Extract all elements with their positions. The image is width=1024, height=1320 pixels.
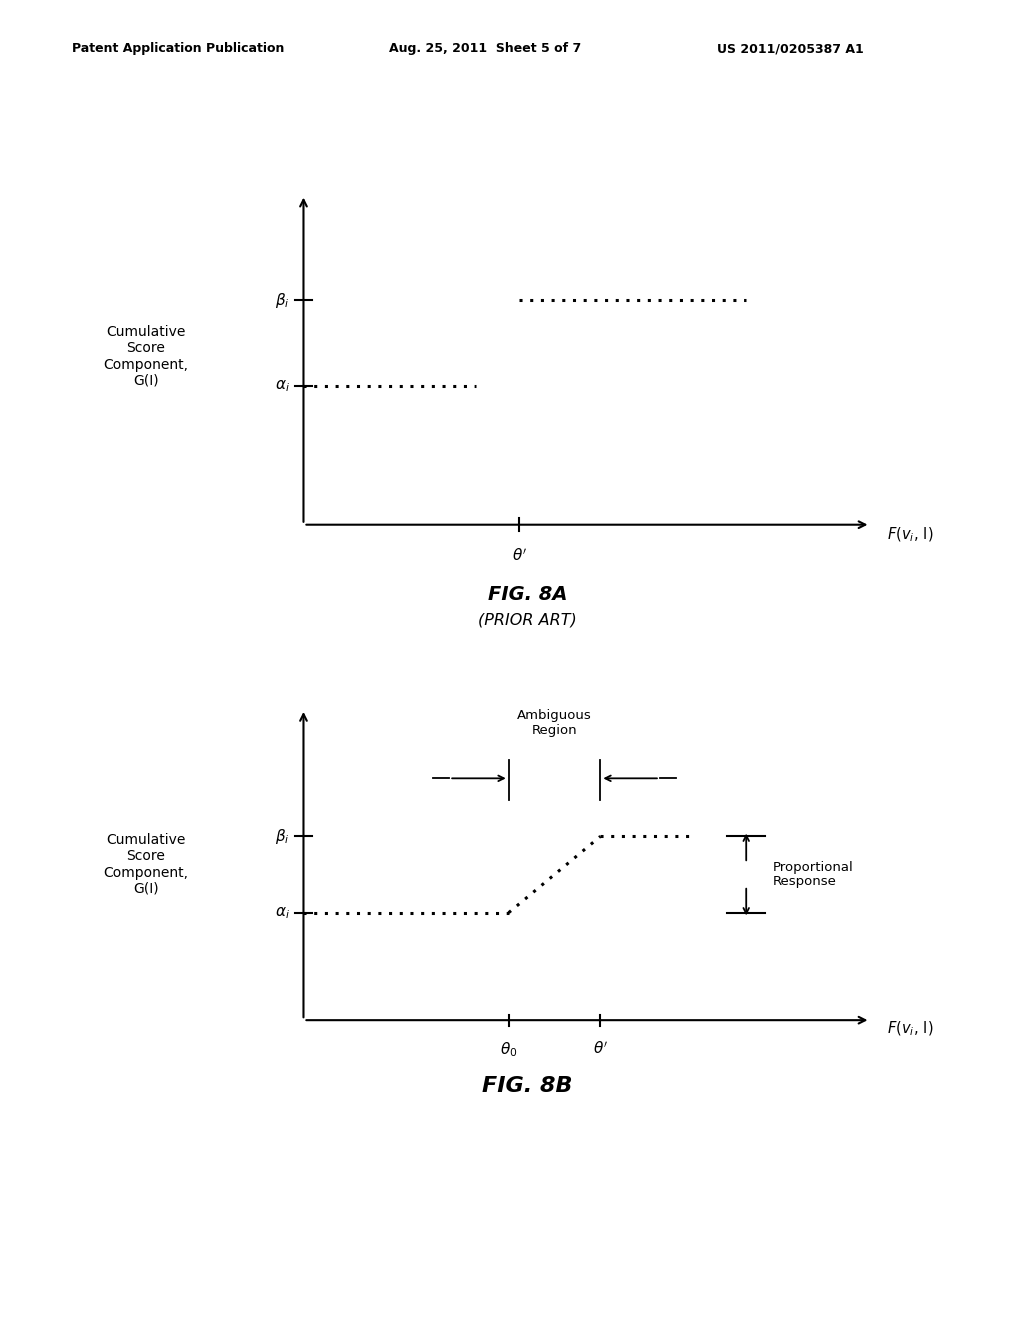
Text: $\alpha_i$: $\alpha_i$ [275, 379, 290, 393]
Text: $\theta'$: $\theta'$ [593, 1040, 608, 1056]
Text: Patent Application Publication: Patent Application Publication [72, 42, 284, 55]
Text: FIG. 8A: FIG. 8A [487, 585, 567, 603]
Text: $F(v_i, \, \mathrm{I})$: $F(v_i, \, \mathrm{I})$ [887, 1019, 933, 1038]
Text: Proportional
Response: Proportional Response [773, 861, 854, 888]
Text: Aug. 25, 2011  Sheet 5 of 7: Aug. 25, 2011 Sheet 5 of 7 [389, 42, 582, 55]
Text: $\beta_i$: $\beta_i$ [275, 826, 290, 846]
Text: $F(v_i, \, \mathrm{I})$: $F(v_i, \, \mathrm{I})$ [887, 525, 933, 544]
Text: $\theta_0$: $\theta_0$ [500, 1040, 517, 1059]
Text: Cumulative
Score
Component,
G(I): Cumulative Score Component, G(I) [103, 325, 188, 388]
Text: (PRIOR ART): (PRIOR ART) [478, 612, 577, 627]
Text: $\theta'$: $\theta'$ [512, 548, 527, 565]
Text: FIG. 8B: FIG. 8B [482, 1076, 572, 1096]
Text: $\beta_i$: $\beta_i$ [275, 290, 290, 310]
Text: Cumulative
Score
Component,
G(I): Cumulative Score Component, G(I) [103, 833, 188, 896]
Text: $\alpha_i$: $\alpha_i$ [275, 904, 290, 920]
Text: US 2011/0205387 A1: US 2011/0205387 A1 [717, 42, 863, 55]
Text: Ambiguous
Region: Ambiguous Region [517, 709, 592, 738]
